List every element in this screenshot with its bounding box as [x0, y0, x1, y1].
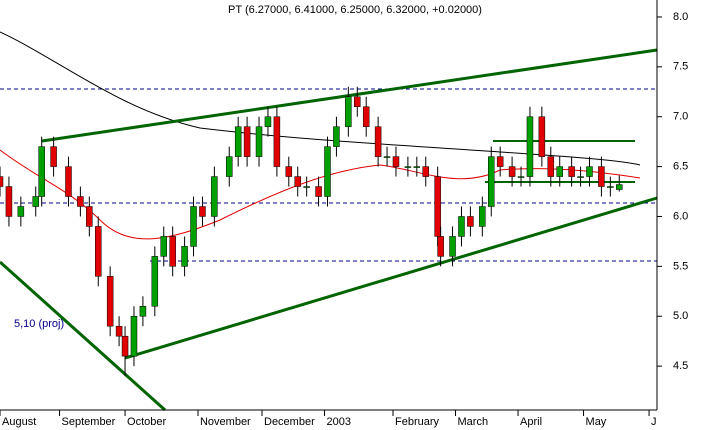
- y-tick-label: 6.5: [673, 160, 688, 172]
- x-tick-label: J: [651, 416, 657, 428]
- candle-body: [467, 216, 474, 227]
- candle-body: [488, 156, 495, 207]
- y-tick-label: 7.5: [673, 61, 688, 73]
- candle-body: [199, 206, 206, 217]
- x-tick-label: December: [264, 416, 315, 428]
- candle-body: [255, 126, 263, 157]
- candle-body: [273, 116, 281, 167]
- candle-body: [479, 206, 486, 227]
- candle-body: [106, 276, 114, 327]
- x-tick-label: March: [458, 416, 489, 428]
- annotation: 5,10 (proj): [14, 318, 64, 330]
- x-tick-label: October: [127, 416, 166, 428]
- candle-body: [243, 126, 251, 157]
- candle-body: [422, 166, 429, 177]
- candle-body: [526, 116, 534, 177]
- candle-body: [383, 156, 391, 158]
- candle-body: [404, 166, 412, 168]
- candle-body: [0, 176, 4, 187]
- candle-body: [508, 166, 516, 177]
- candle-body: [333, 126, 340, 147]
- candle-body: [115, 325, 123, 337]
- candle-body: [607, 186, 614, 188]
- x-tick-label: September: [62, 416, 116, 428]
- y-tick-label: 4.5: [673, 360, 688, 372]
- trend-line: [41, 48, 658, 143]
- candle-body: [616, 184, 623, 190]
- candle-body: [50, 146, 57, 167]
- candle-body: [5, 186, 13, 217]
- candle-body: [77, 196, 84, 207]
- candle-body: [190, 206, 197, 247]
- candle-body: [577, 176, 584, 178]
- candle-body: [362, 106, 370, 127]
- candle-body: [32, 196, 39, 207]
- candle-body: [586, 166, 593, 177]
- candle-body: [17, 206, 25, 217]
- x-tick-label: August: [2, 416, 36, 428]
- candle-body: [160, 236, 167, 257]
- x-tick-label: April: [520, 416, 542, 428]
- chart-title: PT (6.27000, 6.41000, 6.25000, 6.32000, …: [228, 4, 482, 16]
- candle-body: [324, 146, 331, 197]
- x-tick-label: February: [395, 416, 440, 428]
- candle-body: [598, 166, 605, 187]
- trend-line: [124, 196, 658, 360]
- candle-body: [181, 246, 188, 267]
- candle-body: [234, 126, 242, 157]
- candle-body: [517, 176, 525, 178]
- candle-body: [264, 116, 272, 127]
- y-tick-label: 5.5: [673, 260, 688, 272]
- candle-body: [130, 315, 138, 357]
- x-tick-label: November: [200, 416, 251, 428]
- y-tick-label: 6.0: [673, 210, 688, 222]
- candle-body: [294, 176, 301, 187]
- candle-body: [95, 226, 102, 277]
- candle-body: [449, 236, 456, 257]
- candle-body: [226, 156, 233, 177]
- candle-body: [169, 236, 176, 267]
- candle-body: [303, 186, 310, 188]
- candle-body: [345, 96, 352, 127]
- y-tick-label: 7.0: [673, 111, 688, 123]
- candle-body: [568, 166, 575, 177]
- candle-body: [65, 166, 72, 197]
- candle-body: [315, 186, 322, 197]
- y-tick-label: 5.0: [673, 310, 688, 322]
- candle-body: [211, 176, 218, 217]
- candle-body: [413, 166, 421, 168]
- candle-body: [458, 216, 465, 237]
- candle-body: [496, 156, 504, 167]
- candle-body: [538, 116, 546, 157]
- candle-body: [354, 96, 361, 107]
- x-tick-label: May: [586, 416, 607, 428]
- moving-average: [0, 31, 641, 166]
- candle-body: [38, 146, 45, 197]
- candle-body: [556, 166, 563, 177]
- x-tick-label: 2003: [327, 416, 351, 428]
- candle-body: [121, 335, 129, 357]
- candle-body: [374, 126, 382, 157]
- candle-body: [151, 256, 159, 307]
- candle-body: [392, 156, 400, 167]
- candle-body: [547, 156, 555, 177]
- y-tick-label: 8.0: [673, 11, 688, 23]
- candle-body: [285, 166, 293, 177]
- candle-body: [434, 176, 441, 237]
- candle-body: [139, 306, 147, 317]
- trend-line: [0, 260, 167, 412]
- candle-body: [437, 236, 444, 257]
- candle-body: [86, 206, 93, 227]
